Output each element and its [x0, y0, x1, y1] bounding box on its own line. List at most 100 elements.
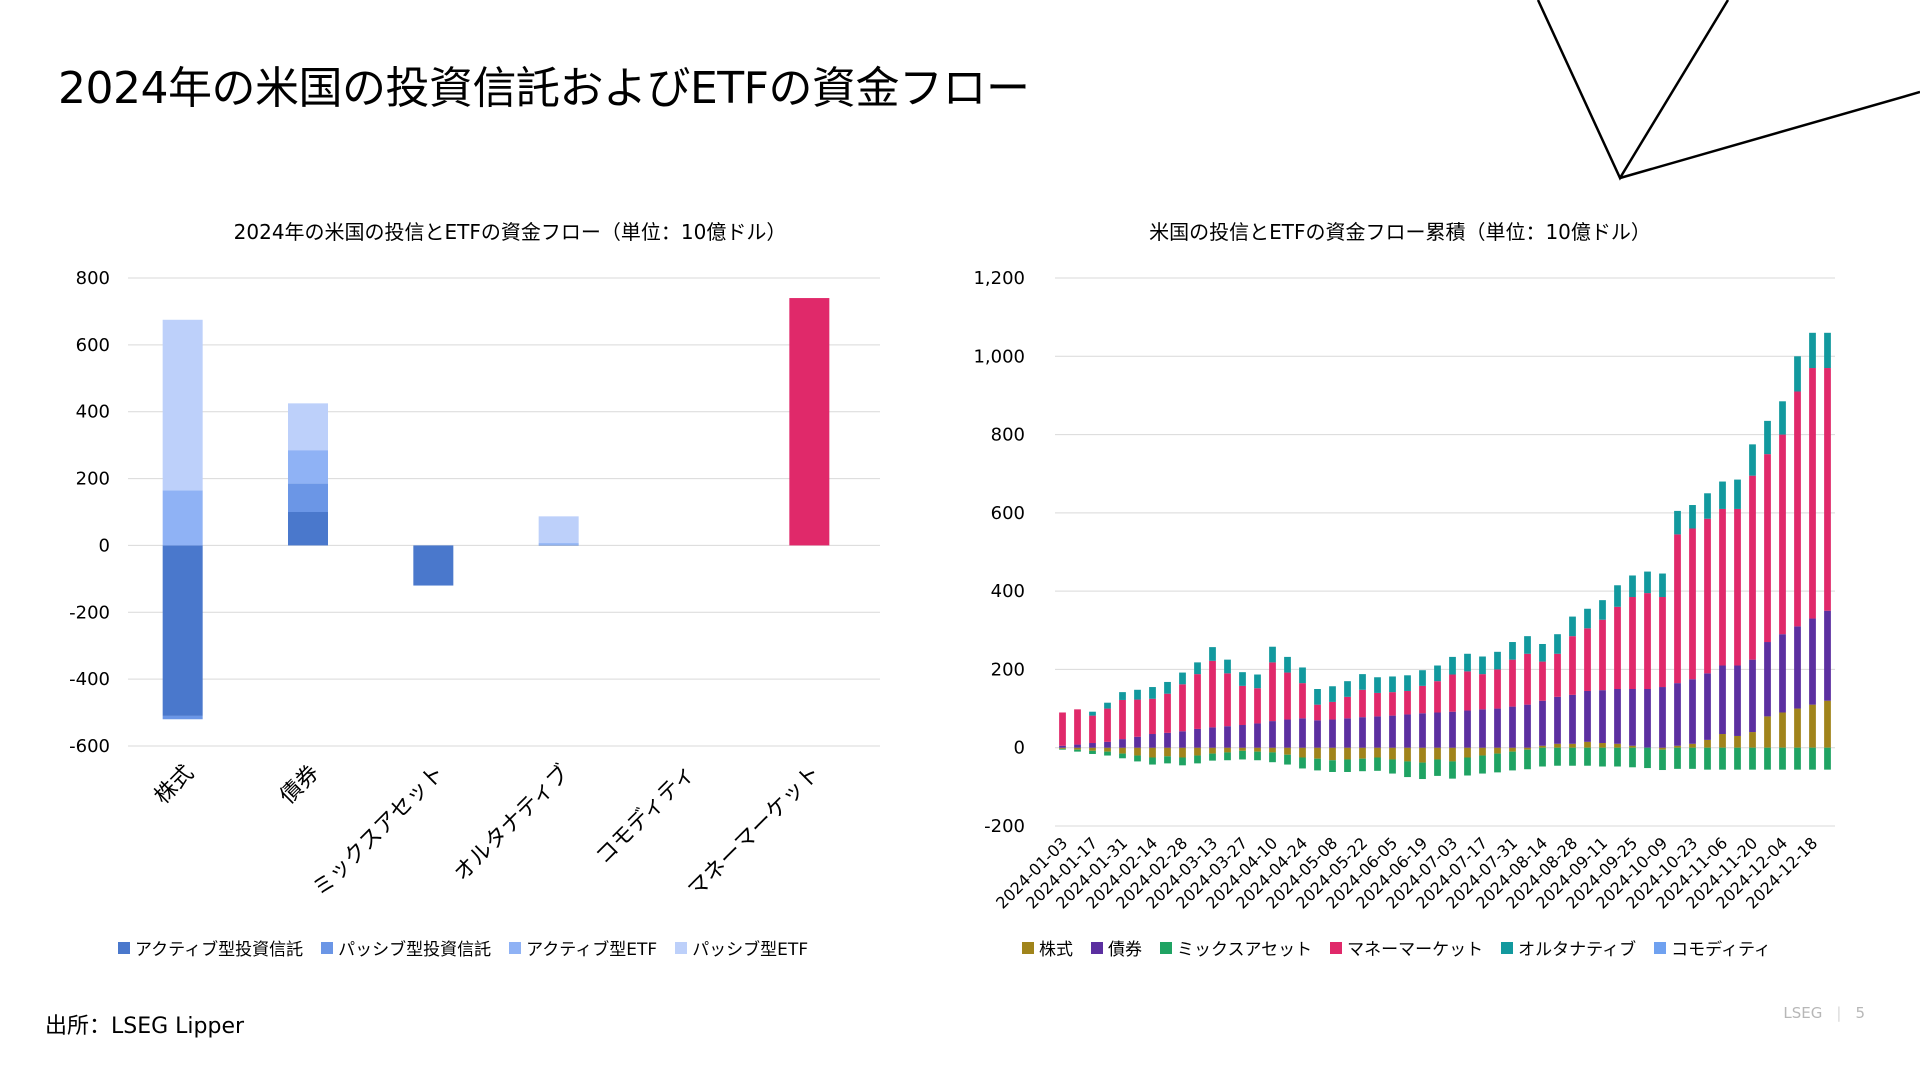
- bar-segment: [288, 450, 328, 484]
- legend-label: アクティブ型ETF: [526, 940, 658, 960]
- y-tick-label: 400: [76, 402, 110, 423]
- legend-swatch: [509, 941, 522, 954]
- x-category-label: マネーマーケット: [683, 761, 825, 903]
- bar-segment: [1734, 479, 1741, 509]
- legend-swatch: [675, 941, 688, 954]
- bar-segment: [1719, 665, 1726, 735]
- y-tick-label: 600: [76, 335, 110, 356]
- bar-segment: [1314, 720, 1321, 748]
- bar-segment: [1824, 332, 1831, 369]
- x-category-label: オルタナティブ: [449, 761, 575, 887]
- bar-segment: [1809, 704, 1816, 748]
- bar-segment: [1659, 687, 1666, 748]
- bar-segment: [1239, 672, 1246, 686]
- bar-segment: [1269, 752, 1276, 763]
- bar-segment: [1269, 646, 1276, 663]
- bar-segment: [1119, 753, 1126, 759]
- bar-segment: [1509, 751, 1516, 771]
- y-tick-label: 200: [991, 659, 1025, 680]
- bar-segment: [1059, 712, 1066, 746]
- bar-segment: [1329, 701, 1336, 720]
- bar-segment: [1644, 571, 1651, 594]
- footer-separator: |: [1836, 1004, 1842, 1022]
- bar-segment: [1344, 681, 1351, 697]
- legend-swatch: [1654, 941, 1667, 954]
- bar-segment: [1089, 747, 1096, 751]
- bar-segment: [1599, 690, 1606, 744]
- bar-segment: [1794, 708, 1801, 748]
- bar-segment: [1674, 534, 1681, 684]
- bar-segment: [1764, 454, 1771, 643]
- bar-segment: [288, 483, 328, 512]
- bar-segment: [1569, 636, 1576, 695]
- x-category-label: 株式: [150, 761, 199, 810]
- bar-segment: [1059, 745, 1066, 748]
- bar-segment: [1629, 745, 1636, 748]
- x-category-label: 債券: [275, 761, 324, 810]
- bar-segment: [1059, 748, 1066, 750]
- bar-segment: [1584, 608, 1591, 629]
- legend-item: 債券: [1091, 935, 1142, 960]
- bar-segment: [1134, 689, 1141, 700]
- y-tick-label: -200: [69, 602, 110, 623]
- bar-segment: [1779, 747, 1786, 770]
- bar-segment: [1374, 757, 1381, 771]
- bar-segment: [162, 490, 203, 546]
- bar-segment: [1719, 747, 1726, 770]
- bar-segment: [1509, 706, 1516, 748]
- bar-segment: [1059, 747, 1066, 749]
- bar-segment: [1329, 760, 1336, 772]
- bar-segment: [1494, 708, 1501, 748]
- bar-segment: [1554, 653, 1561, 697]
- bar-segment: [1119, 747, 1126, 754]
- bar-segment: [538, 516, 579, 544]
- bar-segment: [1284, 672, 1291, 720]
- legend-item: マネーマーケット: [1330, 935, 1483, 960]
- bar-segment: [1149, 747, 1156, 758]
- bar-segment: [1239, 750, 1246, 760]
- bar-segment: [1524, 704, 1531, 748]
- footer-brand: LSEG: [1783, 1004, 1823, 1022]
- bar-segment: [1134, 699, 1141, 737]
- legend-swatch: [118, 941, 130, 954]
- bar-segment: [1284, 656, 1291, 673]
- bar-segment: [1194, 728, 1201, 748]
- bar-segment: [1824, 368, 1831, 611]
- bar-segment: [1674, 745, 1681, 748]
- bar-segment: [1119, 739, 1126, 748]
- bar-segment: [1734, 735, 1741, 748]
- bar-segment: [1254, 723, 1261, 748]
- bar-segment: [1734, 665, 1741, 736]
- bar-segment: [1584, 741, 1591, 748]
- bar-segment: [1389, 676, 1396, 693]
- bar-segment: [1284, 719, 1291, 748]
- bar-segment: [1164, 756, 1171, 764]
- bar-segment: [1509, 659, 1516, 707]
- right-chart: 1,2001,0008006004002000-2002024-01-03202…: [973, 268, 1835, 913]
- bar-segment: [1104, 751, 1111, 756]
- bar-segment: [1254, 747, 1261, 752]
- bar-segment: [1329, 747, 1336, 761]
- bar-segment: [1524, 653, 1531, 705]
- bar-segment: [1209, 727, 1216, 748]
- bar-segment: [413, 545, 454, 586]
- bar-segment: [1629, 689, 1636, 746]
- bar-segment: [1359, 758, 1366, 772]
- bar-segment: [1539, 643, 1546, 662]
- bar-segment: [1164, 747, 1171, 757]
- bar-segment: [1689, 505, 1696, 529]
- legend-item: パッシブ型投資信託: [321, 935, 491, 960]
- bar-segment: [1464, 653, 1471, 672]
- footer: LSEG | 5: [1783, 1004, 1865, 1022]
- bar-segment: [1389, 715, 1396, 748]
- bar-segment: [1299, 667, 1306, 684]
- bar-segment: [1599, 743, 1606, 748]
- legend-item: 株式: [1022, 935, 1073, 960]
- bar-segment: [1629, 597, 1636, 689]
- bar-segment: [1299, 718, 1306, 748]
- bar-segment: [1104, 747, 1111, 752]
- bar-segment: [1794, 391, 1801, 627]
- bar-segment: [538, 543, 579, 545]
- bar-segment: [1089, 715, 1096, 744]
